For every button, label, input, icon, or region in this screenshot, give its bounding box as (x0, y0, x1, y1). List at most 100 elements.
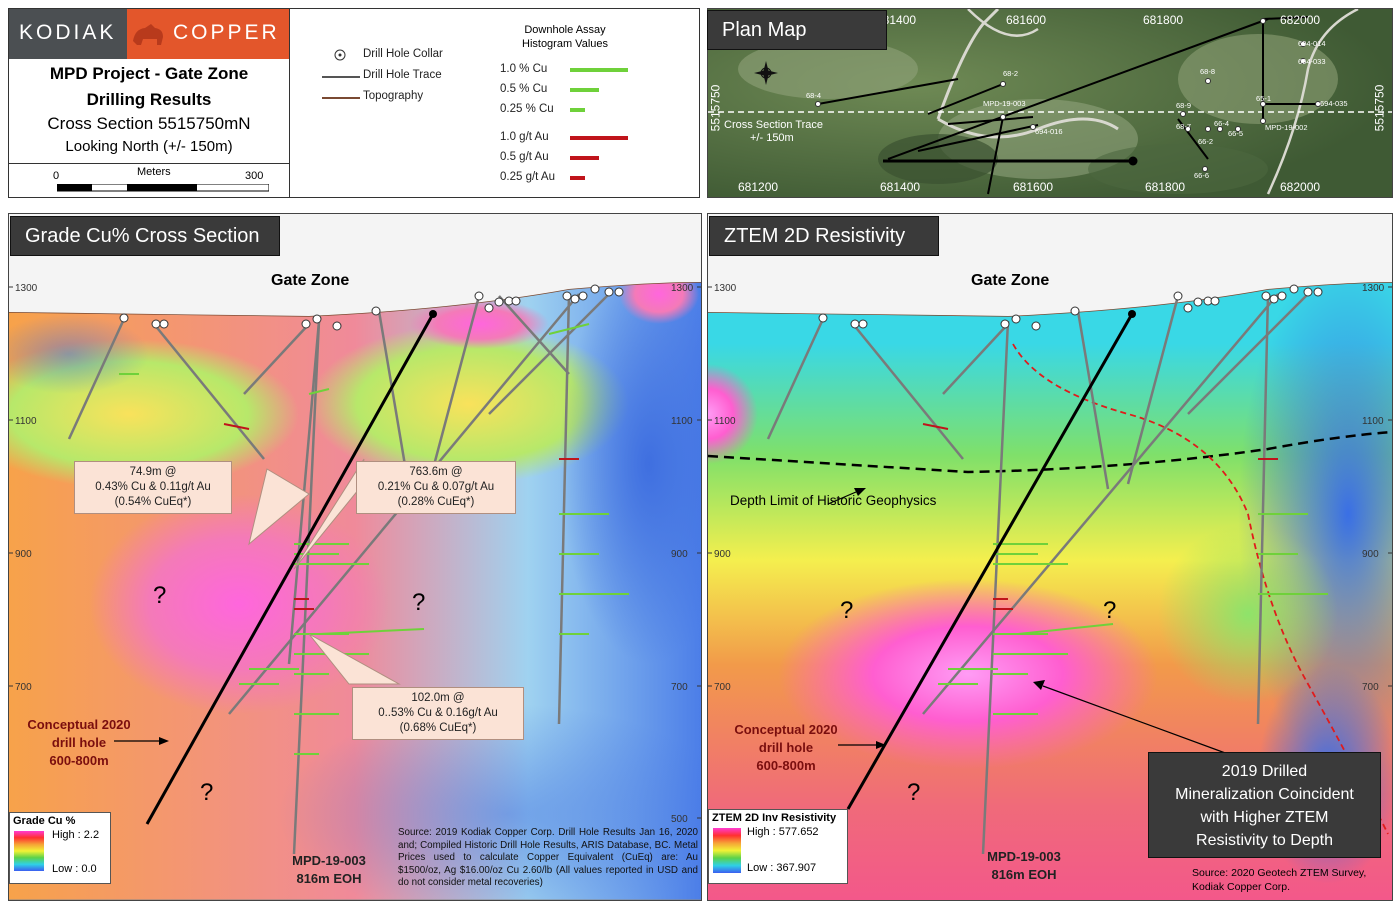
legend-collar: Drill Hole Collar (363, 48, 443, 60)
trace-label-2: +/- 150m (750, 132, 794, 144)
histogram-title-2: Histogram Values (522, 38, 608, 50)
elevation-label-left: 900 (15, 549, 32, 560)
hole-label-line1: MPD-19-003 (292, 853, 366, 868)
conceptual-line1: Conceptual 2020 (27, 717, 131, 732)
histogram-au-bar (570, 136, 628, 140)
plan-hole-label: 68-4 (806, 91, 822, 100)
plan-bottom-tick: 681600 (1013, 180, 1054, 194)
histogram-cu-bar (570, 68, 628, 72)
north-arrow-icon (754, 61, 778, 85)
histogram-au-label: 1.0 g/t Au (500, 131, 549, 143)
gate-zone-label: Gate Zone (271, 272, 350, 289)
plan-hole-label: MPD-19-003 (983, 99, 1026, 108)
histogram-cu-label: 0.5 % Cu (500, 83, 548, 95)
cu-color-legend: Grade Cu % High : 2.2 Low : 0.0 (9, 812, 111, 884)
plan-hole-label: MPD-19-002 (1265, 123, 1308, 132)
depth-limit-label: Depth Limit of Historic Geophysics (730, 493, 937, 508)
ztem-resistivity: 1300 1300 1100 1100 900 900 700 700 (707, 213, 1393, 901)
plan-hole-label: 66-5 (1228, 129, 1244, 138)
conceptual-label: Conceptual 2020 drill hole 600-800m (15, 716, 143, 770)
elevation-label-right: 700 (671, 682, 688, 693)
northing-right: 5515750 (1372, 84, 1387, 132)
elevation-label-left: 1300 (15, 283, 38, 294)
cu-section-tag: Grade Cu% Cross Section (10, 216, 280, 256)
plan-top-tick: 681600 (1006, 13, 1047, 27)
plan-top-tick: 681800 (1143, 13, 1184, 27)
histogram-title-1: Downhole Assay (524, 24, 606, 36)
callout-74m-line3: (0.54% CuEq*) (114, 496, 192, 508)
callout-763m: 763.6m @ 0.21% Cu & 0.07g/t Au (0.28% Cu… (356, 461, 516, 514)
elevation-label-left: 1100 (15, 416, 37, 427)
logo-right-text: COPPER (173, 21, 280, 44)
question-mark-1: ? (840, 597, 854, 624)
callout-763m-line2: 0.21% Cu & 0.07g/t Au (377, 481, 495, 493)
coincident-line3: with Higher ZTEM (1200, 809, 1329, 826)
plan-hole-label: 65-1 (1256, 94, 1272, 103)
scale-bar: 0 Meters 300 (49, 166, 279, 195)
conceptual-line3: 600-800m (49, 753, 109, 768)
callout-102m-line3: (0.68% CuEq*) (399, 722, 477, 734)
title-line-1: MPD Project - Gate Zone (49, 64, 249, 83)
question-mark-2: ? (412, 589, 426, 616)
right-source-line2: Kodiak Copper Corp. (1192, 881, 1291, 893)
elevation-label-left: 1100 (714, 416, 736, 427)
hole-label-line2: 816m EOH (991, 867, 1057, 882)
histogram-cu-label: 0.25 % Cu (500, 103, 554, 115)
ztem-legend-high: High : 577.652 (747, 826, 819, 838)
plan-map-tag: Plan Map (707, 10, 887, 50)
histogram-cu-bar (570, 108, 585, 112)
histogram-au-label: 0.5 g/t Au (500, 151, 549, 163)
plan-hole-label: 694-014 (1298, 39, 1326, 48)
histogram-au-label: 0.25 g/t Au (500, 171, 555, 183)
depth-limit-line (708, 430, 1392, 474)
histogram-cu-label: 1.0 % Cu (500, 63, 548, 75)
plan-hole-label: 66-6 (1194, 171, 1210, 180)
callout-763m-line1: 763.6m @ (409, 466, 463, 478)
question-mark-1: ? (153, 582, 167, 609)
coincident-box: 2019 Drilled Mineralization Coincident w… (1148, 752, 1381, 858)
trace-label-1: Cross Section Trace (724, 119, 824, 131)
title-line-3: Cross Section 5515750mN (47, 114, 251, 133)
title-line-2: Drilling Results (86, 90, 212, 109)
histogram-au-bar (570, 156, 599, 160)
plan-hole-label: 68-8 (1200, 67, 1216, 76)
callout-74m-line2: 0.43% Cu & 0.11g/t Au (95, 481, 211, 493)
elevation-label-right: 500 (671, 814, 688, 825)
right-source-line1: Source: 2020 Geotech ZTEM Survey, (1192, 867, 1367, 879)
conceptual-label: Conceptual 2020 drill hole 600-800m (722, 721, 850, 775)
cu-legend-low: Low : 0.0 (52, 863, 97, 875)
histogram-rows: 1.0 % Cu 0.5 % Cu 0.25 % Cu 1.0 g/t Au 0.5 g… (500, 63, 690, 193)
elevation-label-left: 900 (714, 549, 731, 560)
hole-label-line2: 816m EOH (296, 871, 362, 886)
question-mark-3: ? (200, 779, 214, 806)
hole-label-line1: MPD-19-003 (987, 849, 1061, 864)
plan-hole-label: 68-9 (1176, 101, 1192, 110)
plan-hole-label: 66-2 (1198, 137, 1214, 146)
plan-hole-label: 68-7 (1176, 122, 1192, 131)
cu-legend-title: Grade Cu % (13, 815, 76, 827)
gate-zone-label: Gate Zone (971, 272, 1050, 289)
callout-102m: 102.0m @ 0..53% Cu & 0.16g/t Au (0.68% C… (352, 687, 524, 740)
bear-icon (131, 21, 165, 47)
plan-hole-label: 694-033 (1298, 57, 1326, 66)
legend-trace: Drill Hole Trace (363, 69, 442, 81)
callout-763m-line3: (0.28% CuEq*) (397, 496, 475, 508)
elevation-label-right: 900 (1362, 549, 1379, 560)
plan-bottom-tick: 681400 (880, 180, 921, 194)
conceptual-line2: drill hole (51, 735, 107, 750)
callout-74m-line1: 74.9m @ (129, 466, 177, 478)
cu-legend-high: High : 2.2 (52, 829, 100, 841)
elevation-label-left: 700 (15, 682, 32, 693)
conceptual-line1: Conceptual 2020 (734, 722, 838, 737)
hole-label: MPD-19-003 816m EOH (274, 852, 384, 888)
hole-label: MPD-19-003 816m EOH (969, 848, 1079, 884)
plan-hole-label: 694-035 (1320, 99, 1348, 108)
coincident-line2: Mineralization Coincident (1175, 786, 1354, 803)
coincident-line4: Resistivity to Depth (1196, 832, 1333, 849)
plan-hole-label: 66-4 (1214, 119, 1230, 128)
question-mark-2: ? (1103, 597, 1117, 624)
elevation-label-right: 1100 (671, 416, 693, 427)
elevation-label-right: 1100 (1362, 416, 1384, 427)
ztem-tag: ZTEM 2D Resistivity (709, 216, 939, 256)
ztem-legend-title: ZTEM 2D Inv Resistivity (712, 812, 837, 824)
